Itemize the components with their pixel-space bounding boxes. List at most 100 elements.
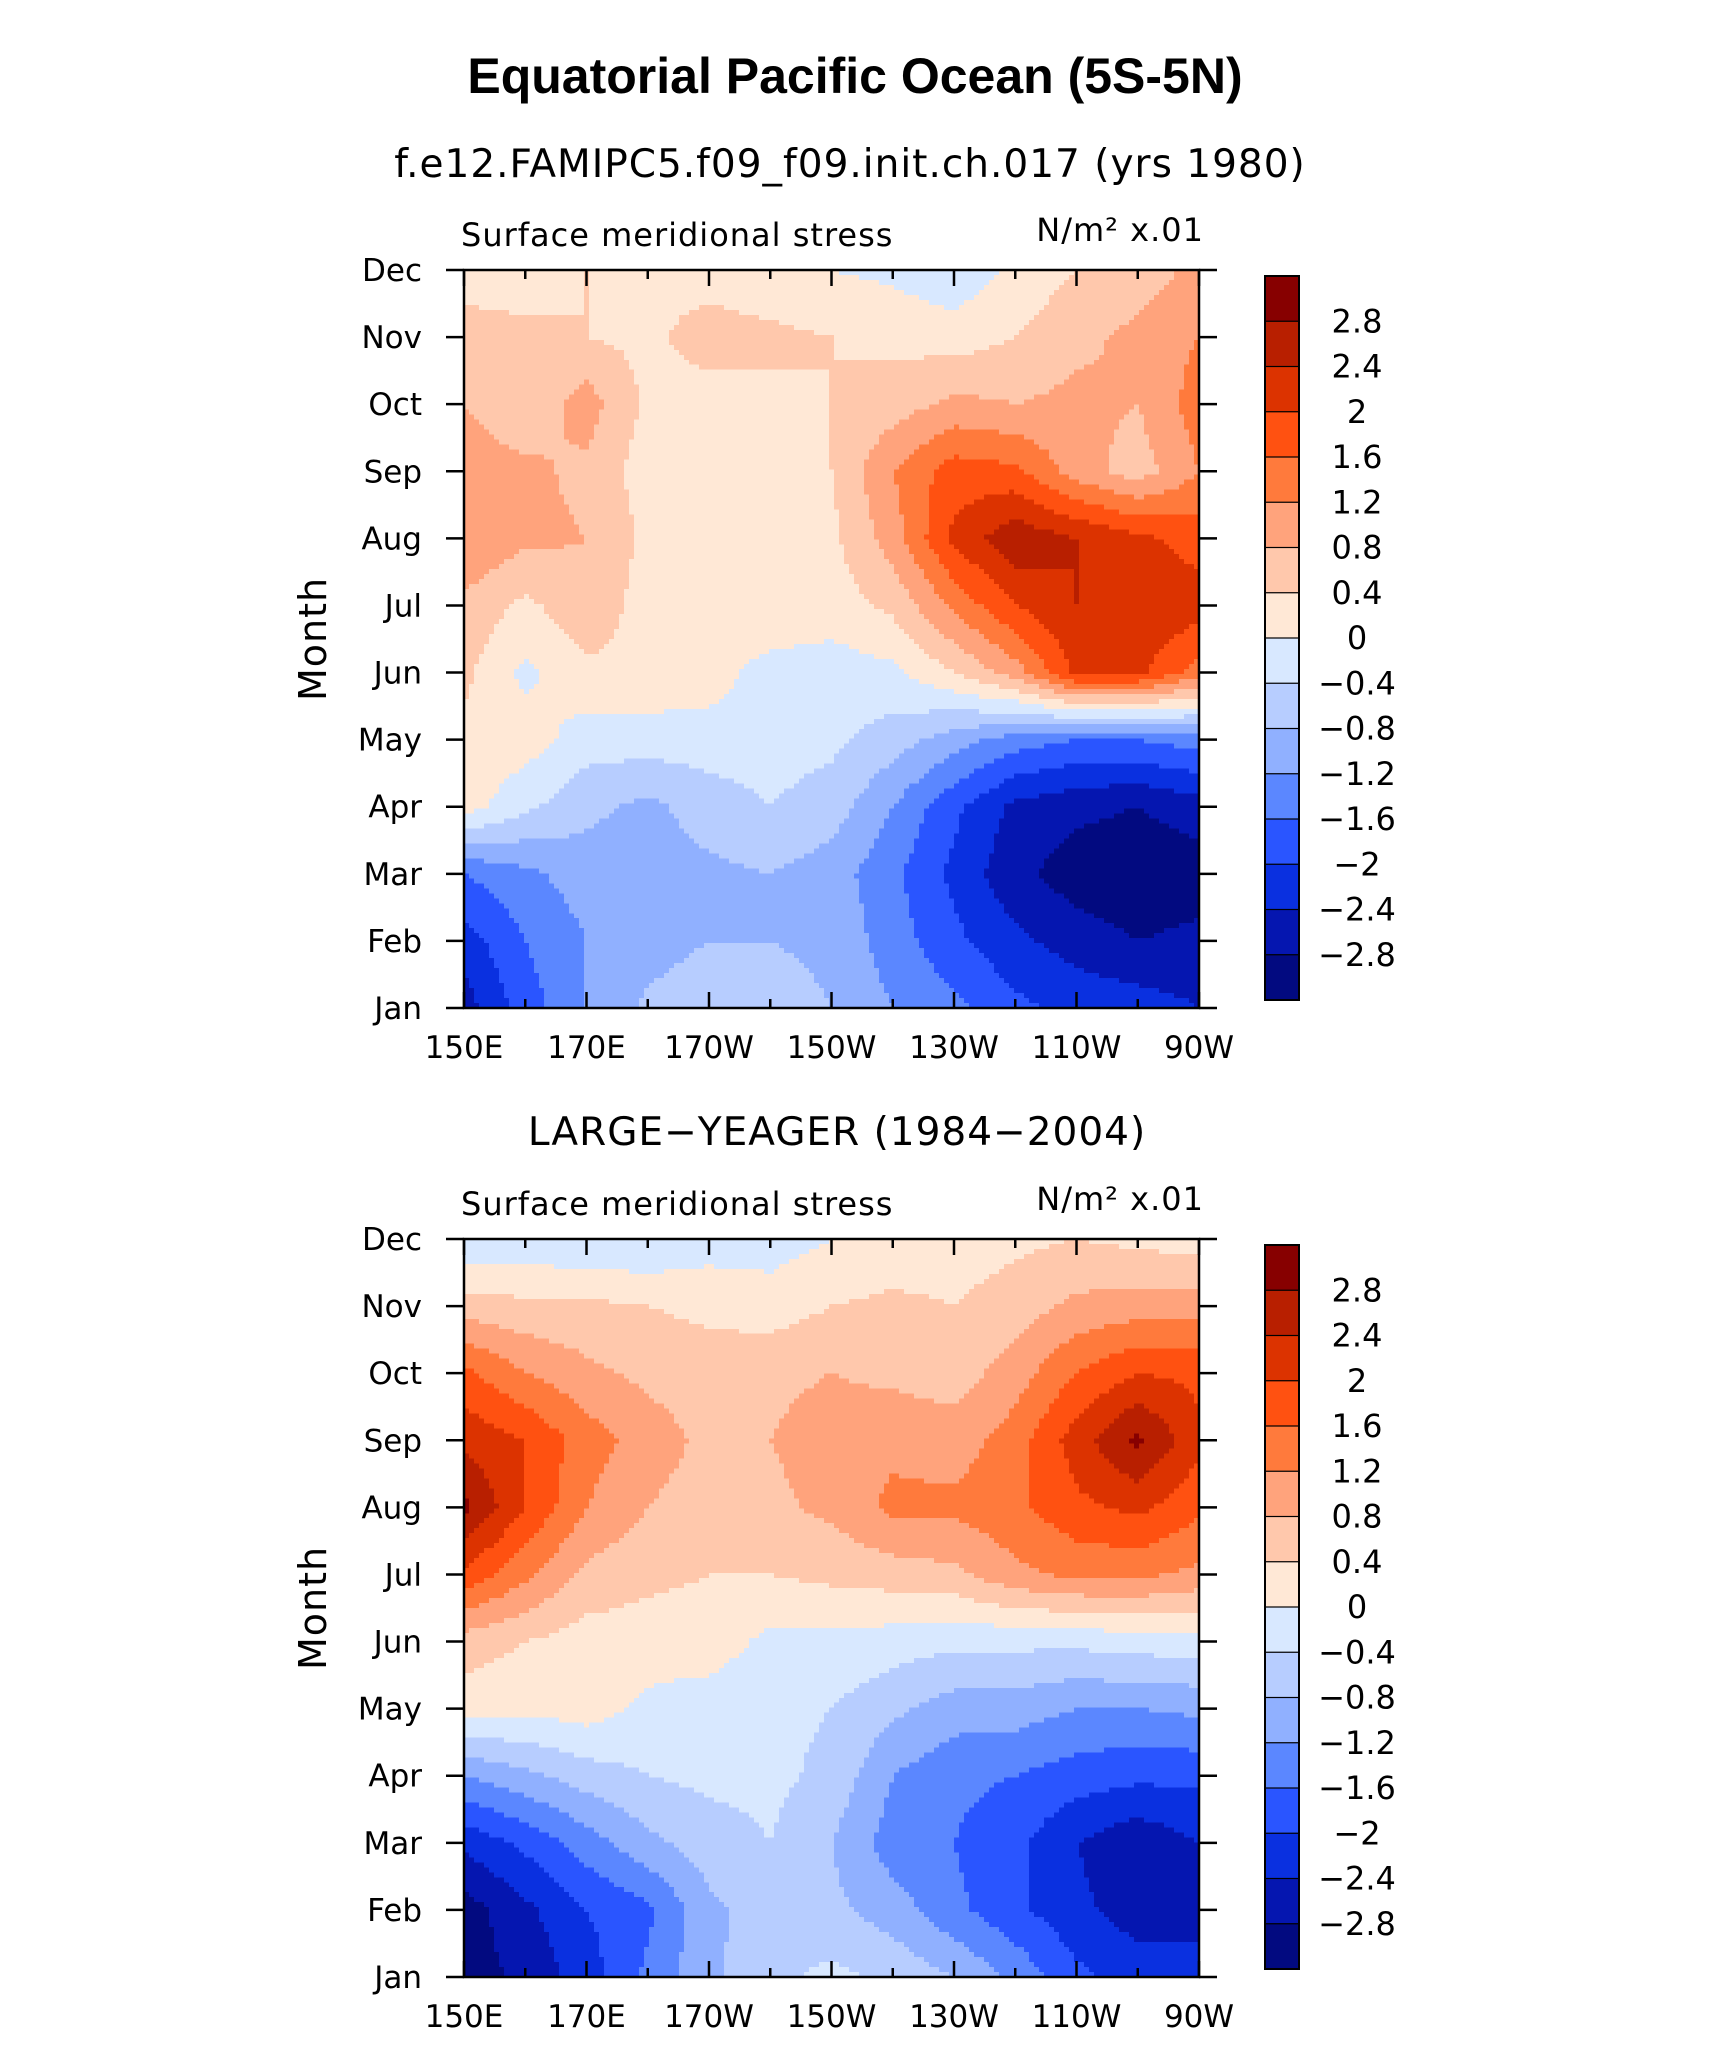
contour-cell <box>924 330 930 336</box>
contour-cell <box>864 345 870 351</box>
contour-cell <box>894 380 900 386</box>
contour-cell <box>789 290 795 296</box>
contour-cell <box>604 345 610 351</box>
contour-cell <box>959 400 965 406</box>
contour-cell <box>574 370 580 376</box>
contour-cell <box>619 390 625 396</box>
contour-cell <box>694 340 700 346</box>
contour-cell <box>979 305 985 311</box>
contour-cell <box>839 275 845 281</box>
contour-cell <box>1024 280 1030 286</box>
contour-cell <box>824 280 830 286</box>
contour-cell <box>684 340 690 346</box>
contour-cell <box>919 335 925 341</box>
contour-cell <box>1094 310 1100 316</box>
contour-cell <box>1079 320 1085 326</box>
contour-cell <box>1189 320 1195 326</box>
contour-cell <box>704 355 710 361</box>
contour-cell <box>499 365 505 371</box>
contour-cell <box>1039 395 1045 401</box>
contour-cell <box>874 360 880 366</box>
contour-cell <box>794 395 800 401</box>
contour-cell <box>759 345 765 351</box>
contour-cell <box>864 280 870 286</box>
contour-cell <box>939 335 945 341</box>
contour-cell <box>1144 400 1150 406</box>
contour-cell <box>929 290 935 296</box>
contour-cell <box>514 395 520 401</box>
contour-cell <box>919 320 925 326</box>
contour-cell <box>744 290 750 296</box>
contour-cell <box>744 355 750 361</box>
contour-cell <box>649 395 655 401</box>
contour-cell <box>509 390 515 396</box>
contour-cell <box>569 370 575 376</box>
contour-cell <box>619 285 625 291</box>
contour-cell <box>659 350 665 356</box>
contour-cell <box>944 365 950 371</box>
contour-cell <box>919 285 925 291</box>
contour-cell <box>764 385 770 391</box>
contour-cell <box>1059 300 1065 306</box>
contour-cell <box>599 280 605 286</box>
contour-cell <box>484 400 490 406</box>
contour-cell <box>1134 320 1140 326</box>
contour-cell <box>944 370 950 376</box>
contour-cell <box>694 335 700 341</box>
contour-cell <box>994 325 1000 331</box>
contour-cell <box>539 310 545 316</box>
contour-cell <box>1039 400 1045 406</box>
contour-cell <box>1079 375 1085 381</box>
contour-cell <box>529 310 535 316</box>
contour-cell <box>524 320 530 326</box>
contour-cell <box>684 330 690 336</box>
contour-cell <box>644 310 650 316</box>
contour-cell <box>1114 295 1120 301</box>
contour-cell <box>789 320 795 326</box>
contour-cell <box>514 375 520 381</box>
contour-cell <box>1174 400 1180 406</box>
contour-cell <box>634 405 640 411</box>
contour-cell <box>804 295 810 301</box>
contour-cell <box>1139 285 1145 291</box>
contour-cell <box>1064 310 1070 316</box>
contour-cell <box>744 300 750 306</box>
contour-cell <box>674 390 680 396</box>
contour-cell <box>1019 305 1025 311</box>
contour-cell <box>754 310 760 316</box>
contour-cell <box>834 360 840 366</box>
contour-cell <box>949 365 955 371</box>
contour-cell <box>539 365 545 371</box>
contour-cell <box>579 310 585 316</box>
contour-cell <box>814 330 820 336</box>
contour-cell <box>1069 305 1075 311</box>
contour-cell <box>1099 310 1105 316</box>
contour-cell <box>689 385 695 391</box>
contour-cell <box>1134 380 1140 386</box>
contour-cell <box>649 340 655 346</box>
contour-cell <box>949 325 955 331</box>
contour-cell <box>964 400 970 406</box>
contour-cell <box>824 345 830 351</box>
contour-cell <box>834 365 840 371</box>
contour-cell <box>554 400 560 406</box>
contour-cell <box>1024 330 1030 336</box>
contour-cell <box>494 400 500 406</box>
contour-cell <box>684 320 690 326</box>
contour-cell <box>1169 395 1175 401</box>
contour-cell <box>774 360 780 366</box>
contour-cell <box>619 295 625 301</box>
contour-cell <box>649 280 655 286</box>
contour-cell <box>614 395 620 401</box>
contour-cell <box>1029 395 1035 401</box>
contour-cell <box>814 390 820 396</box>
contour-cell <box>1044 355 1050 361</box>
contour-cell <box>839 370 845 376</box>
contour-cell <box>909 350 915 356</box>
contour-cell <box>1144 380 1150 386</box>
contour-cell <box>789 295 795 301</box>
contour-cell <box>994 295 1000 301</box>
contour-cell <box>744 330 750 336</box>
contour-cell <box>1134 295 1140 301</box>
contour-cell <box>644 315 650 321</box>
